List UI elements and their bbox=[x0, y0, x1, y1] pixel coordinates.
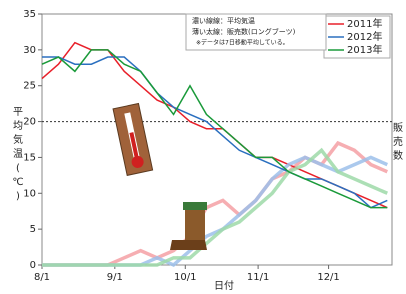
annotation: 薄い太線：販売数(ロングブーツ) bbox=[192, 27, 296, 36]
y-axis-label: 平均気温(℃) bbox=[12, 107, 23, 202]
y-tick-label: 20 bbox=[23, 117, 36, 128]
annotation: 濃い線線：平均気温 bbox=[192, 16, 255, 25]
annotation: ※データは7日移動平均している。 bbox=[196, 39, 289, 47]
y-tick-label: 0 bbox=[30, 260, 36, 271]
legend-label: 2013年 bbox=[347, 43, 382, 56]
y-tick-label: 25 bbox=[23, 81, 36, 92]
y-tick-label: 35 bbox=[23, 9, 36, 20]
x-axis-label: 日付 bbox=[214, 279, 234, 290]
y2-axis-label: 販売数 bbox=[393, 122, 403, 162]
y-tick-label: 30 bbox=[23, 45, 36, 56]
y-tick-label: 15 bbox=[23, 152, 36, 163]
legend-label: 2011年 bbox=[347, 17, 382, 30]
legend-label: 2012年 bbox=[347, 30, 382, 43]
x-tick-label: 8/1 bbox=[34, 272, 50, 283]
x-tick-label: 10/1 bbox=[174, 272, 196, 283]
chart: 0 5 10 15 20 25 30 35 8/1 9/1 10/1 11/1 12/1 平均気温(℃) 販… bbox=[0, 0, 406, 290]
y-tick-label: 10 bbox=[23, 188, 36, 199]
x-tick-label: 11/1 bbox=[247, 272, 269, 283]
x-tick-label: 12/1 bbox=[317, 272, 339, 283]
y-tick-label: 5 bbox=[30, 224, 36, 235]
x-tick-label: 9/1 bbox=[107, 272, 123, 283]
